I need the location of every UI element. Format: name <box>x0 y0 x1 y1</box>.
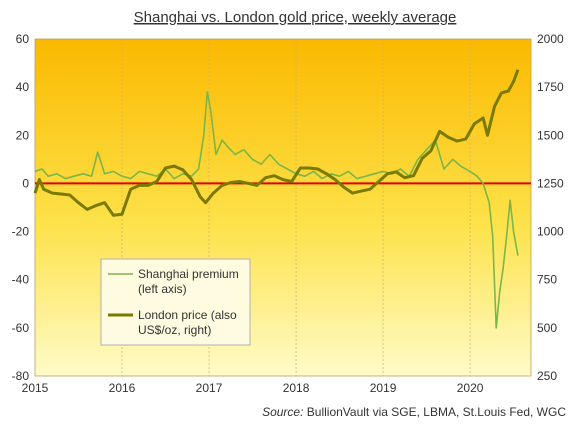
source-label: Source: <box>262 405 303 419</box>
right-tick-label-1750: 1750 <box>537 80 564 94</box>
legend-label-shanghai: Shanghai premium (left axis) <box>138 267 242 296</box>
x-tick-label-2018: 2018 <box>283 381 310 395</box>
x-tick-label-2020: 2020 <box>457 381 484 395</box>
legend-label-london: London price (also US$/oz, right) <box>138 308 240 337</box>
left-tick-label-0: 0 <box>22 176 29 190</box>
left-tick-label--40: -40 <box>12 273 30 287</box>
right-tick-label-1000: 1000 <box>537 225 564 239</box>
right-tick-label-250: 250 <box>537 369 557 383</box>
right-axis-ticks: 2000 1750 1500 1250 1000 750 500 250 <box>537 32 564 383</box>
left-tick-label-20: 20 <box>16 128 30 142</box>
right-tick-label-1500: 1500 <box>537 128 564 142</box>
legend-label-london-line-1: London price (also <box>138 308 237 322</box>
x-tick-label-2016: 2016 <box>109 381 136 395</box>
chart-title: Shanghai vs. London gold price, weekly a… <box>134 9 457 26</box>
series-layer <box>33 69 520 329</box>
x-axis-ticks: 2015 2016 2017 2018 2019 2020 <box>22 381 484 395</box>
legend-label-shanghai-line-2: (left axis) <box>138 282 187 296</box>
source-text: BullionVault via SGE, LBMA, St.Louis Fed… <box>307 405 567 419</box>
left-tick-label--60: -60 <box>12 321 30 335</box>
x-tick-label-2019: 2019 <box>370 381 397 395</box>
x-tick-label-2017: 2017 <box>196 381 223 395</box>
left-tick-label--20: -20 <box>12 225 30 239</box>
right-tick-label-750: 750 <box>537 273 557 287</box>
source-note: Source: BullionVault via SGE, LBMA, St.L… <box>262 405 566 419</box>
x-tick-label-2015: 2015 <box>22 381 49 395</box>
right-tick-label-1250: 1250 <box>537 176 564 190</box>
left-tick-label-40: 40 <box>16 80 30 94</box>
legend-label-london-line-2: US$/oz, right) <box>138 323 211 337</box>
right-tick-label-2000: 2000 <box>537 32 564 46</box>
legend-label-shanghai-line-1: Shanghai premium <box>138 267 239 281</box>
right-tick-label-500: 500 <box>537 321 557 335</box>
legend: Shanghai premium (left axis) London pric… <box>100 258 251 346</box>
left-tick-label--80: -80 <box>12 369 30 383</box>
series-line-shanghai-premium <box>34 91 519 329</box>
left-tick-label-60: 60 <box>16 32 30 46</box>
series-line-london-price <box>33 69 520 217</box>
left-axis-ticks: 60 40 20 0 -20 -40 -60 -80 <box>12 32 30 383</box>
